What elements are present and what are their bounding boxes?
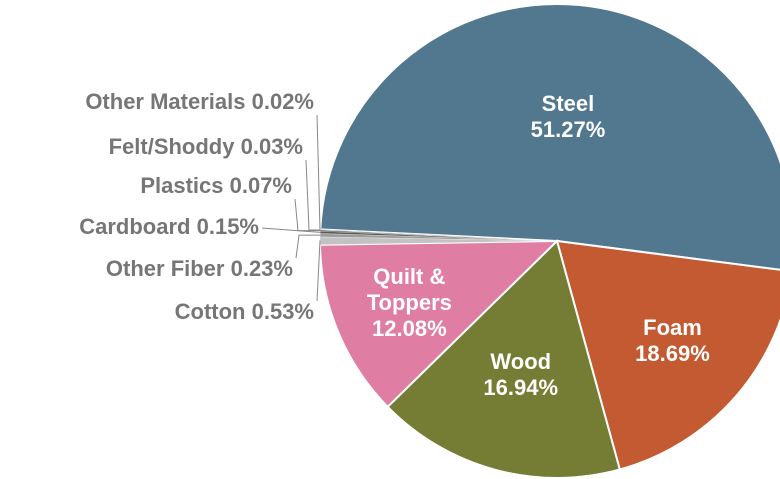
label-box: Foam 18.69% (607, 296, 737, 386)
label-name: Plastics (140, 173, 223, 198)
slice-name: Quilt & Toppers (366, 263, 452, 315)
outside-label: Cardboard 0.15% (79, 214, 259, 239)
label-text: Wood 16.94% (456, 349, 586, 401)
label-name: Cotton (175, 299, 246, 324)
slice-name: Foam (643, 315, 702, 341)
label-name: Cardboard (79, 214, 190, 239)
leader-line (316, 114, 321, 231)
label-box: Steel 51.27% (503, 72, 633, 162)
outside-label: Plastics 0.07% (140, 173, 292, 198)
slice-percent: 16.94% (483, 375, 559, 401)
leader-line (316, 240, 321, 302)
pie-slice (386, 239, 622, 479)
outside-label: Other Fiber 0.23% (106, 256, 293, 281)
label-percent: 0.53% (252, 299, 314, 324)
label-box: Quilt & Toppers 12.08% (344, 258, 474, 348)
slice-percent: 51.27% (530, 117, 606, 143)
outside-label: Other Materials 0.02% (85, 89, 314, 114)
outside-label: Felt/Shoddy 0.03% (109, 134, 303, 159)
pie-slice (319, 3, 780, 271)
leader-line (295, 234, 321, 259)
slice-name: Wood (490, 349, 552, 375)
leader-line (305, 159, 321, 231)
label-box: Wood 16.94% (456, 330, 586, 420)
label-text: Quilt & Toppers 12.08% (359, 264, 459, 342)
label-percent: 0.07% (230, 173, 292, 198)
label-name: Other Fiber (106, 256, 225, 281)
label-percent: 0.03% (241, 134, 303, 159)
label-name: Other Materials (85, 89, 245, 114)
leader-line (294, 198, 321, 232)
outside-label: Cotton 0.53% (175, 299, 314, 324)
slice-percent: 18.69% (635, 341, 710, 367)
label-text: Foam 18.69% (607, 315, 737, 367)
pie-slice (319, 239, 560, 409)
label-percent: 0.23% (231, 256, 293, 281)
leader-line (261, 227, 321, 233)
slice-percent: 12.08% (372, 315, 447, 341)
slice-name: Steel (541, 91, 595, 117)
label-name: Felt/Shoddy (109, 134, 236, 159)
pie-slice (555, 239, 780, 471)
label-percent: 0.02% (252, 89, 314, 114)
label-percent: 0.15% (197, 214, 259, 239)
label-text: Steel 51.27% (503, 91, 633, 143)
